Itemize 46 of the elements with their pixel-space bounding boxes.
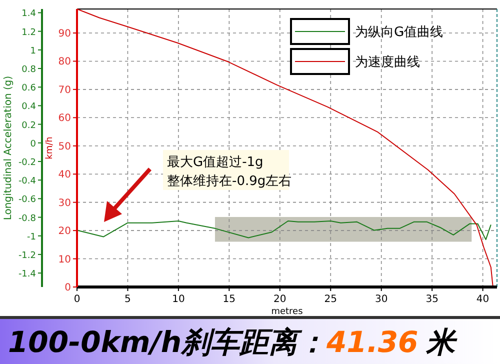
text: 100-0km/h刹车距离： <box>8 325 326 359</box>
annotation: 最大G值超过-1g <box>167 155 264 170</box>
y-tick-label: 60 <box>58 113 71 124</box>
y2-tick-label: 0.6 <box>22 84 36 94</box>
y-tick-label: 80 <box>58 56 71 68</box>
y2-tick-label: 0.4 <box>22 102 36 112</box>
y2-tick-label: -1.2 <box>18 250 36 261</box>
x-tick-label: 0 <box>74 294 80 305</box>
x-tick-label: 30 <box>374 294 388 305</box>
x-tick-label: 20 <box>274 294 286 305</box>
y2-tick-label: 1 <box>30 46 36 56</box>
x-tick-label: 15 <box>222 294 236 305</box>
y2-tick-label: -1.4 <box>18 270 36 280</box>
x-tick-label: 40 <box>476 294 490 305</box>
x-tick-label: 5 <box>124 294 131 305</box>
y-tick-label: 30 <box>58 198 71 209</box>
x-axis-title: metres <box>271 307 304 317</box>
annotation: 整体维持在-0.9g左右 <box>167 174 292 189</box>
y2-axis-title: Longitudinal Acceleration (g) <box>3 76 14 220</box>
y-tick-label: 0 <box>64 282 71 294</box>
y2-tick-label: 0.8 <box>22 65 36 76</box>
y2-tick-label: -0.4 <box>18 176 36 187</box>
y2-tick-label: 1.4 <box>22 9 36 20</box>
y2-tick-label: 1.2 <box>22 28 36 38</box>
line-series <box>76 220 492 240</box>
legend-label: 为速度曲线 <box>355 54 420 70</box>
legend-label: 为纵向G值曲线 <box>355 25 444 40</box>
y-axis-title: km/h <box>45 136 55 160</box>
y2-tick-label: -0.8 <box>18 214 36 224</box>
y2-tick-label: -0.6 <box>18 195 36 206</box>
y-tick-label: 40 <box>58 170 71 181</box>
y-tick-label: 90 <box>58 28 71 40</box>
y-tick-label: 70 <box>58 84 71 96</box>
y2-tick-label: 0 <box>30 139 36 150</box>
y-tick-label: 50 <box>58 141 71 152</box>
line-series <box>76 8 494 288</box>
y2-tick-label: 0.2 <box>22 120 36 131</box>
y2-tick-label: -0.2 <box>18 158 36 168</box>
text: 米 <box>425 325 458 359</box>
x-tick-label: 25 <box>324 294 337 305</box>
y-tick-label: 10 <box>58 254 71 266</box>
y2-tick-label: -1 <box>27 232 36 242</box>
x-tick-label: 10 <box>172 294 185 305</box>
x-tick-label: 35 <box>426 294 438 305</box>
y-tick-label: 20 <box>58 226 71 238</box>
text: 41.36 <box>326 325 418 359</box>
